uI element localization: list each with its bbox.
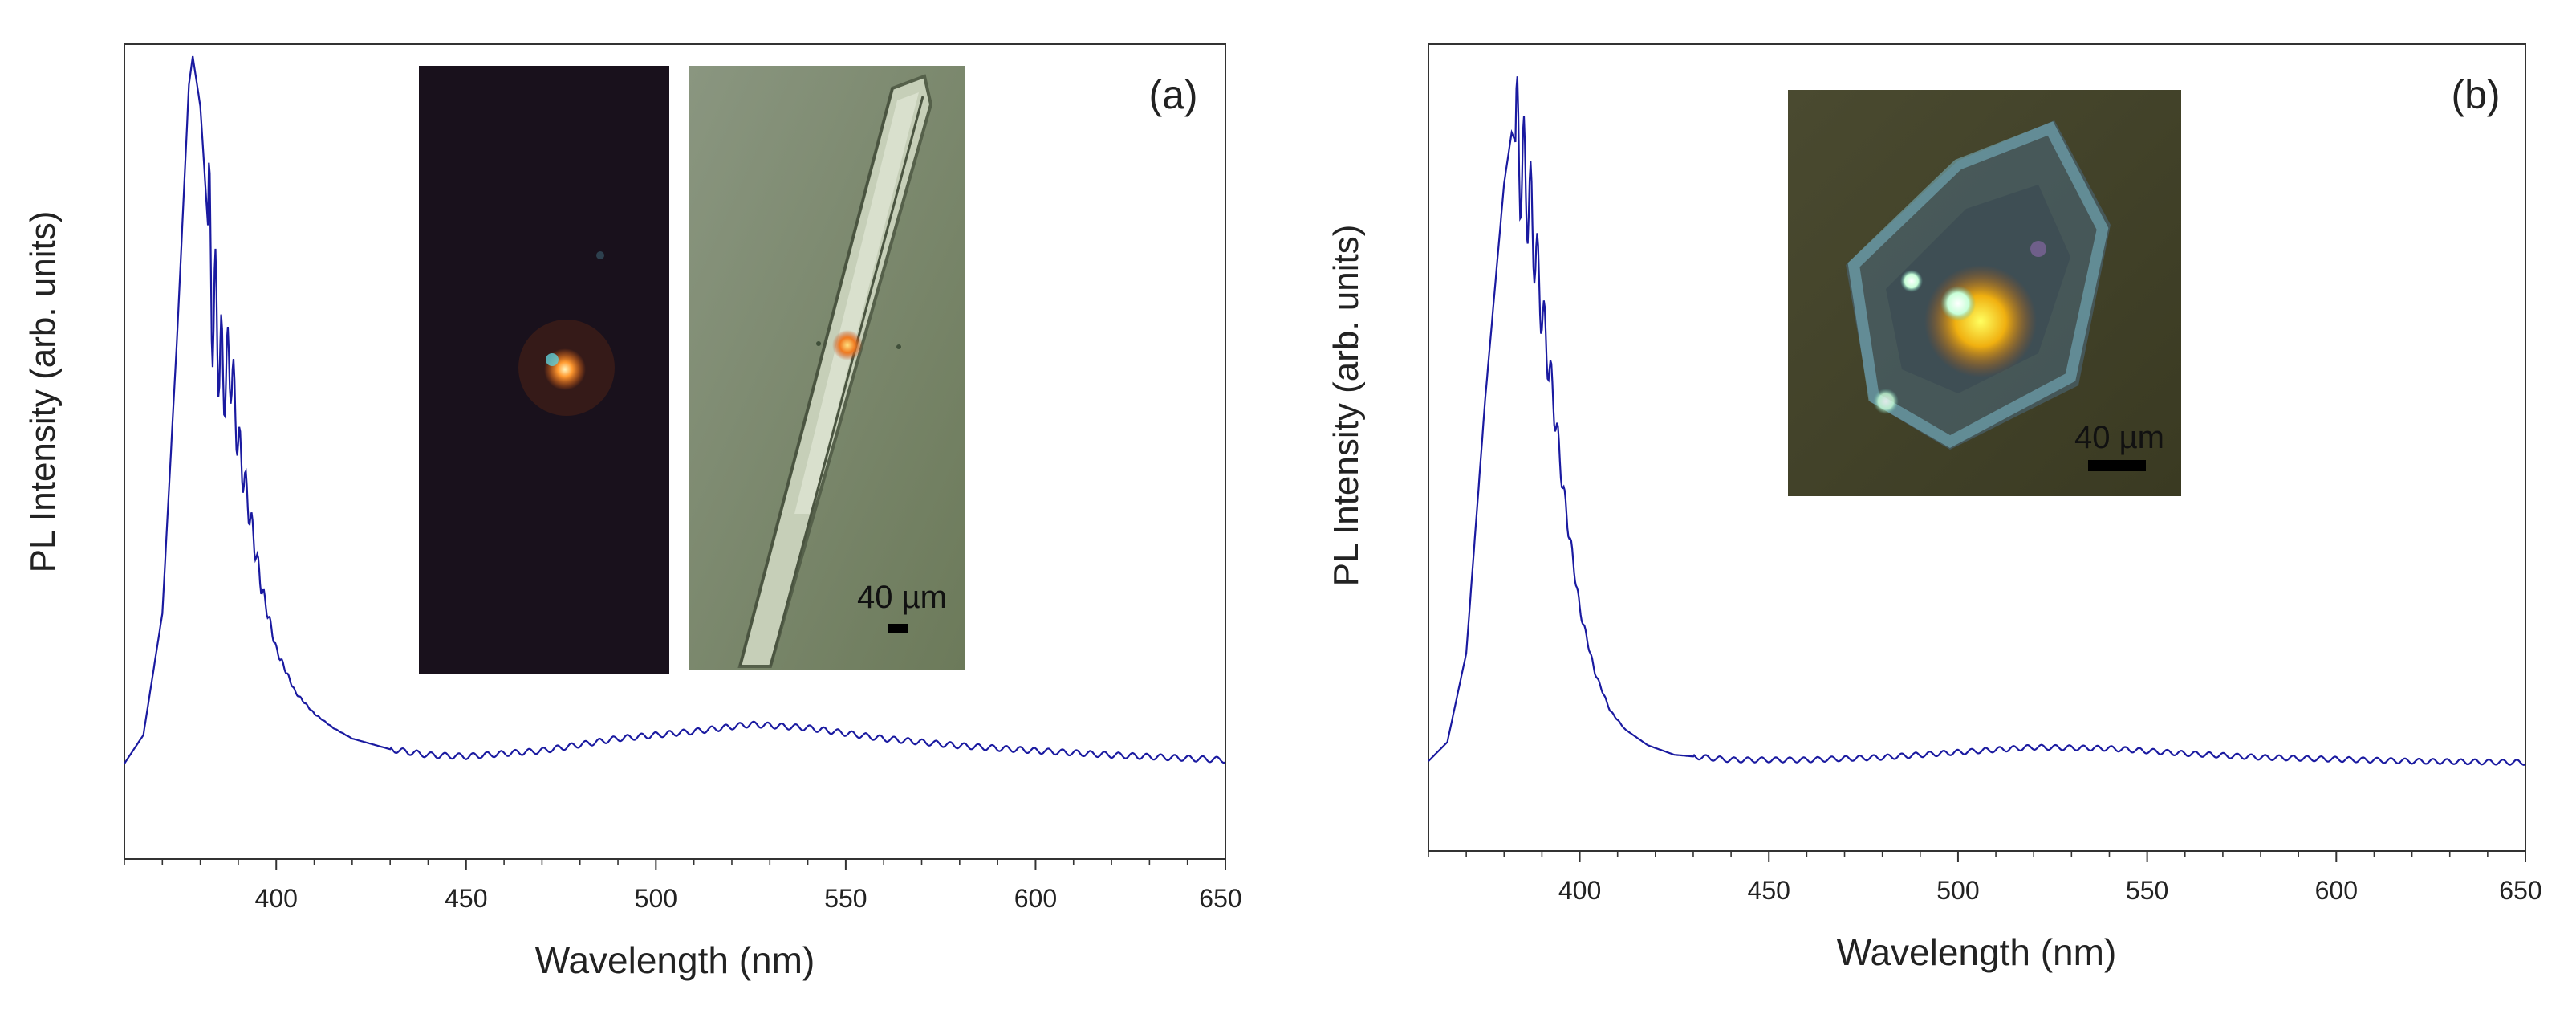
panel-b-label: (b) [2451,72,2500,117]
panel-a-x-minor-ticks [124,859,1188,865]
panel-a-spectrum-line [124,55,1225,764]
panel-a-x-tick-label-600: 600 [1014,884,1057,913]
panel-b-spectrum-line [1428,76,2525,766]
panel-a-x-axis-label: Wavelength (nm) [535,939,815,981]
panel-b-scale-bar [2088,460,2146,471]
panel-b-x-tick-label-550: 550 [2126,876,2168,905]
panel-b-x-minor-ticks [1428,851,2489,857]
panel-b-inset-image: 40 µm [1788,90,2181,496]
panel-a-inset-bright-image: 40 µm [689,66,965,670]
panel-a-x-tick-label-400: 400 [255,884,298,913]
panel-a-x-tick-label-500: 500 [635,884,677,913]
panel-a-label: (a) [1148,72,1197,117]
panel-a-inset-dark-image [419,66,669,674]
panel-a-x-tick-label-650: 650 [1199,884,1241,913]
panel-b-y-axis-label: PL Intensity (arb. units) [1327,225,1366,587]
panel-a-scale-bar [888,624,908,633]
panel-a-x-tick-label-450: 450 [445,884,487,913]
panel-b-x-tick-label-650: 650 [2499,876,2541,905]
panel-a-scale-bar-label: 40 µm [857,580,947,615]
panel-b-x-tick-label-450: 450 [1748,876,1790,905]
panel-b-x-tick-label-400: 400 [1558,876,1601,905]
panel-a-x-ticks: 400 450 500 550 600 650 [255,859,1242,913]
panel-b-frame [1428,43,2526,852]
panel-a: 400 450 500 550 600 650 Wavelength (nm) PL In… [23,43,1242,981]
panel-b: 400 450 500 550 600 650 Wavelength (nm) PL In… [1327,43,2542,973]
panel-a-x-tick-label-550: 550 [824,884,867,913]
panel-a-y-axis-label: PL Intensity (arb. units) [23,211,63,573]
panel-b-x-axis-label: Wavelength (nm) [1837,931,2117,973]
panel-b-scale-bar-label: 40 µm [2074,420,2164,455]
panel-b-x-tick-label-600: 600 [2315,876,2358,905]
panel-a-frame [124,43,1226,860]
panel-b-x-ticks: 400 450 500 550 600 650 [1558,851,2542,905]
panel-b-x-tick-label-500: 500 [1936,876,1979,905]
